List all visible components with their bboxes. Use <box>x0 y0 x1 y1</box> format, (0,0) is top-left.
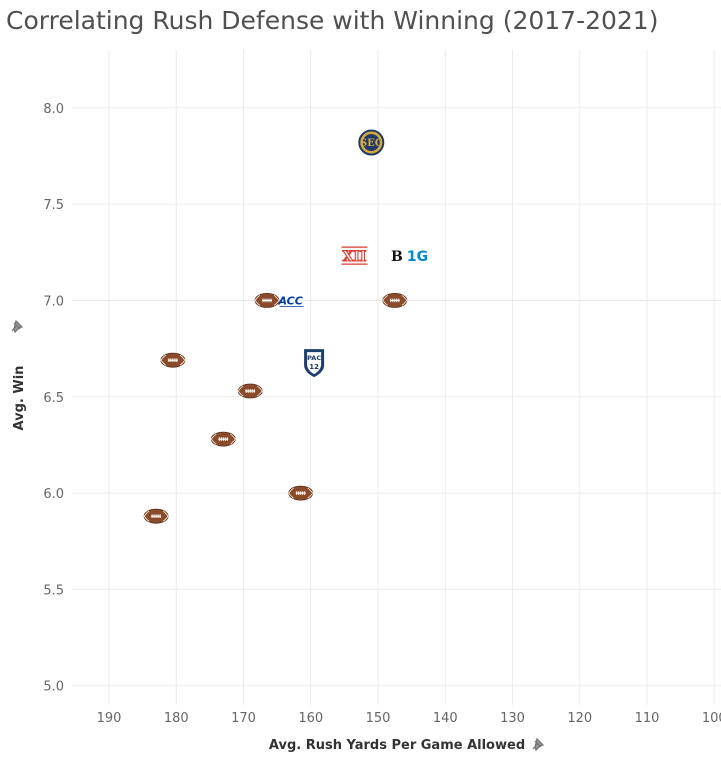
y-tick-label: 8.0 <box>43 102 64 117</box>
svg-text:ACC: ACC <box>277 294 302 307</box>
x-tick-label: 180 <box>164 711 189 726</box>
svg-text:XII: XII <box>343 249 367 265</box>
svg-text:PAC: PAC <box>307 354 321 362</box>
x-axis-pin-icon[interactable] <box>532 737 545 752</box>
y-tick-label: 5.5 <box>43 583 64 598</box>
data-point-xii-logo[interactable]: XII <box>341 246 368 266</box>
y-axis-label: Avg. Win <box>12 366 27 431</box>
data-point-football-icon[interactable] <box>237 383 263 399</box>
x-tick-label: 160 <box>298 711 323 726</box>
y-tick-label: 7.5 <box>43 198 64 213</box>
x-tick-label: 150 <box>366 711 391 726</box>
gridlines <box>72 50 721 705</box>
y-tick-label: 5.0 <box>43 680 64 695</box>
data-point-football-icon[interactable] <box>210 431 236 447</box>
x-tick-label: 170 <box>231 711 256 726</box>
x-axis-ticks: 190 180 170 160 150 140 130 120 110 100 <box>97 711 721 726</box>
svg-text:SEC: SEC <box>360 138 383 149</box>
data-point-football-icon[interactable] <box>382 292 408 308</box>
data-point-football-icon[interactable] <box>254 292 280 308</box>
x-tick-label: 120 <box>567 711 592 726</box>
data-point-sec-logo[interactable]: SEC <box>358 129 385 156</box>
svg-text:1G: 1G <box>407 249 428 265</box>
x-tick-label: 190 <box>97 711 122 726</box>
chart-title: Correlating Rush Defense with Winning (2… <box>6 6 659 35</box>
y-axis-ticks: 5.0 5.5 6.0 6.5 7.0 7.5 8.0 <box>43 102 64 695</box>
data-point-football-icon[interactable] <box>160 352 186 368</box>
y-tick-label: 6.5 <box>43 391 64 406</box>
y-axis-pin-icon[interactable] <box>11 319 24 334</box>
x-tick-label: 110 <box>635 711 660 726</box>
data-point-acc-logo[interactable]: ACC <box>277 294 304 307</box>
x-tick-label: 130 <box>500 711 525 726</box>
x-tick-label: 140 <box>433 711 458 726</box>
data-point-football-icon[interactable] <box>288 485 314 501</box>
data-point-b1g-logo[interactable]: B 1G <box>391 249 428 265</box>
x-axis-label: Avg. Rush Yards Per Game Allowed <box>269 738 525 753</box>
svg-text:12: 12 <box>309 363 319 371</box>
svg-text:B: B <box>391 249 403 265</box>
y-tick-label: 7.0 <box>43 294 64 309</box>
y-tick-label: 6.0 <box>43 487 64 502</box>
data-point-football-icon[interactable] <box>143 508 169 524</box>
x-tick-label: 100 <box>702 711 721 726</box>
